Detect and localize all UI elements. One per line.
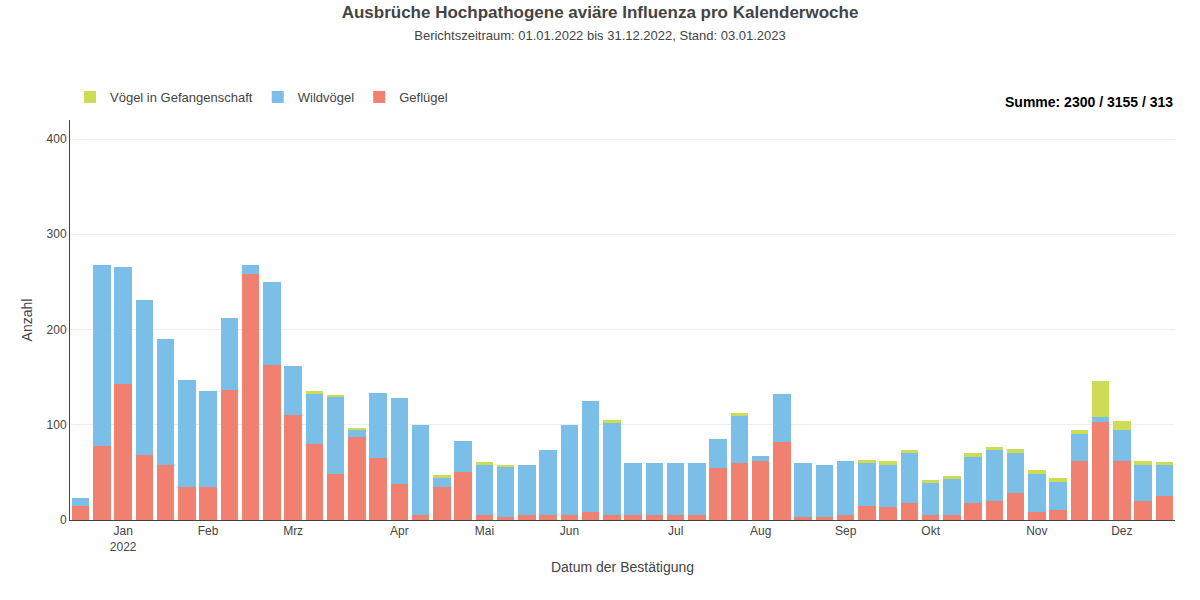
svg-text:100: 100 bbox=[47, 418, 67, 432]
svg-text:300: 300 bbox=[47, 227, 67, 241]
svg-text:Mrz: Mrz bbox=[283, 524, 303, 538]
svg-text:400: 400 bbox=[47, 132, 67, 146]
svg-text:Sep: Sep bbox=[835, 524, 857, 538]
svg-text:Nov: Nov bbox=[1026, 524, 1047, 538]
svg-text:Summe: 2300 / 3155 / 313: Summe: 2300 / 3155 / 313 bbox=[1005, 94, 1173, 110]
svg-text:Jan2022: Jan2022 bbox=[110, 524, 137, 554]
svg-text:Feb: Feb bbox=[198, 524, 219, 538]
svg-text:Dez: Dez bbox=[1111, 524, 1132, 538]
svg-text:Jun: Jun bbox=[560, 524, 579, 538]
svg-text:Geflügel: Geflügel bbox=[399, 90, 448, 105]
svg-text:Datum der Bestätigung: Datum der Bestätigung bbox=[551, 559, 694, 575]
svg-text:Jul: Jul bbox=[668, 524, 683, 538]
svg-text:Aug: Aug bbox=[750, 524, 771, 538]
svg-text:Okt: Okt bbox=[921, 524, 940, 538]
svg-text:200: 200 bbox=[47, 323, 67, 337]
svg-text:Ausbrüche Hochpathogene aviäre: Ausbrüche Hochpathogene aviäre Influenza… bbox=[342, 3, 859, 43]
svg-text:Wildvögel: Wildvögel bbox=[298, 90, 354, 105]
svg-text:Anzahl: Anzahl bbox=[19, 299, 35, 342]
svg-text:Mai: Mai bbox=[475, 524, 494, 538]
svg-text:Apr: Apr bbox=[390, 524, 409, 538]
svg-text:0: 0 bbox=[60, 513, 67, 527]
svg-text:Vögel in Gefangenschaft: Vögel in Gefangenschaft bbox=[110, 90, 253, 105]
